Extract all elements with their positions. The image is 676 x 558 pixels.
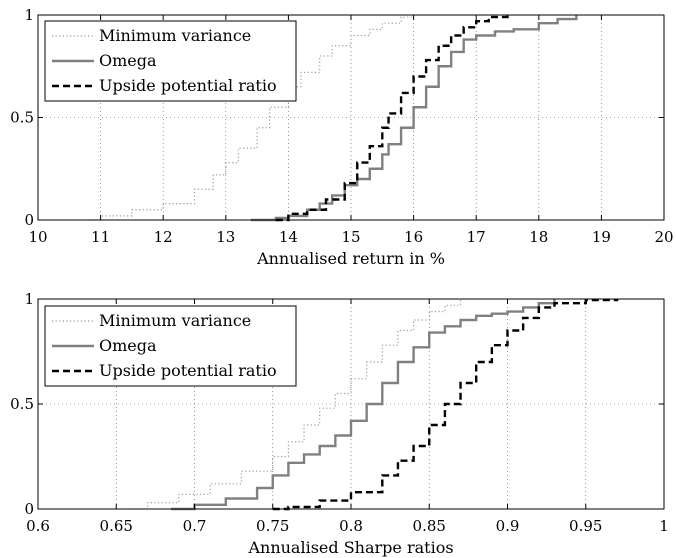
- x-tick-label: 10: [28, 228, 47, 246]
- series-line-omega: [171, 299, 556, 511]
- x-tick-label: 0.8: [339, 517, 363, 535]
- x-tick-label: 14: [279, 228, 298, 246]
- legend-label: Upside potential ratio: [99, 76, 277, 95]
- x-tick-label: 16: [404, 228, 423, 246]
- series-line-minimum-variance: [88, 15, 415, 221]
- y-tick-label: 0.5: [10, 395, 34, 413]
- x-tick-label: 12: [154, 228, 173, 246]
- y-tick-label: 1: [24, 290, 34, 308]
- legend-label: Upside potential ratio: [99, 361, 277, 380]
- x-tick-label: 18: [529, 228, 548, 246]
- legend-label: Omega: [99, 336, 157, 355]
- x-tick-label: 20: [654, 228, 673, 246]
- x-tick-label: 17: [467, 228, 486, 246]
- x-tick-label: 1: [659, 517, 669, 535]
- panel-annualised-return: 10 11 12 13 14 15 16 17 18 19 20 0 0.5 1 Annualised re…: [10, 6, 673, 268]
- x-tick-label: 0.65: [100, 517, 133, 535]
- y-tick-label: 0: [24, 211, 34, 229]
- legend-label: Omega: [99, 51, 157, 70]
- x-tick-label: 0.85: [413, 517, 446, 535]
- y-tick-label: 0.5: [10, 109, 34, 127]
- series-line-omega: [250, 15, 578, 222]
- x-axis-label: Annualised return in %: [256, 249, 445, 268]
- legend: Minimum variance Omega Upside potential ra…: [44, 305, 297, 387]
- x-tick-label: 19: [592, 228, 611, 246]
- x-tick-label: 0.6: [26, 517, 50, 535]
- x-tick-label: 0.95: [569, 517, 602, 535]
- y-tick-label: 0: [24, 500, 34, 518]
- x-tick-label: 15: [341, 228, 360, 246]
- legend-label: Minimum variance: [99, 311, 251, 330]
- legend-label: Minimum variance: [99, 26, 251, 45]
- series-line-upside-potential-ratio: [275, 15, 509, 222]
- y-tick-label: 1: [24, 6, 34, 24]
- x-tick-label: 0.9: [496, 517, 520, 535]
- legend: Minimum variance Omega Upside potential ra…: [44, 20, 297, 102]
- x-tick-label: 0.7: [183, 517, 207, 535]
- series-line-upside-potential-ratio: [272, 298, 619, 511]
- panel-annualised-sharpe: 0.6 0.65 0.7 0.75 0.8 0.85 0.9 0.95 1 0 0.5 1 Annual…: [10, 290, 669, 557]
- series-line-minimum-variance: [131, 299, 462, 510]
- x-tick-label: 11: [91, 228, 110, 246]
- x-tick-label: 0.75: [256, 517, 289, 535]
- x-tick-label: 13: [216, 228, 235, 246]
- x-axis-label: Annualised Sharpe ratios: [247, 538, 453, 557]
